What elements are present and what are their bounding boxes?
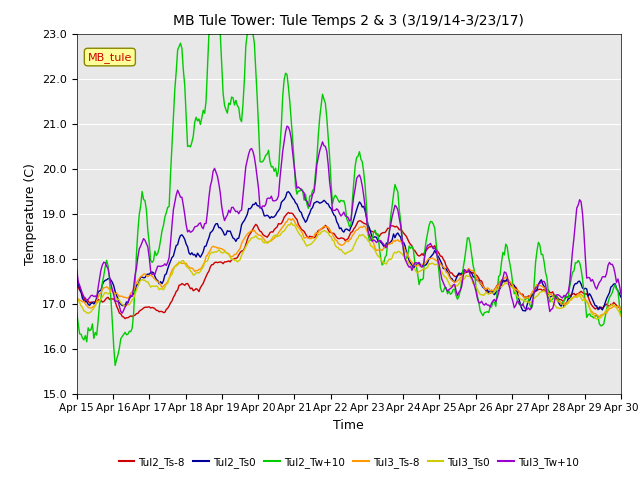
Tul3_Ts0 [73,295,81,300]
Tul2_Ts0 [617,294,625,300]
X-axis label: Time: Time [333,419,364,432]
Tul2_Ts0 [92,300,99,305]
Tul2_Tw+10 [73,310,81,316]
Tul3_Ts-8 [73,296,81,301]
Tul2_Ts-8 [617,306,625,312]
Tul3_Ts-8 [616,304,623,310]
Tul3_Ts-8 [354,227,362,232]
Tul2_Ts0 [285,189,292,194]
Tul3_Ts-8 [92,303,99,309]
Tul2_Tw+10 [108,319,116,324]
Tul3_Ts-8 [289,216,296,221]
Text: MB_tule: MB_tule [88,51,132,62]
Tul3_Tw+10 [108,287,116,293]
Tul2_Tw+10 [111,362,119,368]
Tul2_Tw+10 [617,312,625,318]
Y-axis label: Temperature (C): Temperature (C) [24,163,36,264]
Tul2_Tw+10 [616,302,623,308]
Tul3_Tw+10 [356,172,364,178]
Line: Tul3_Tw+10: Tul3_Tw+10 [77,126,621,313]
Tul2_Ts-8 [121,316,129,322]
Tul2_Tw+10 [92,330,99,336]
Tul3_Ts0 [593,316,600,322]
Tul2_Ts0 [616,290,623,296]
Tul3_Tw+10 [92,293,99,299]
Tul3_Tw+10 [463,269,471,275]
Line: Tul3_Ts0: Tul3_Ts0 [77,223,621,319]
Tul3_Ts-8 [543,288,551,293]
Tul2_Ts-8 [463,269,471,275]
Tul2_Tw+10 [207,31,214,36]
Tul3_Ts0 [108,288,116,294]
Tul3_Ts-8 [617,307,625,313]
Tul2_Tw+10 [463,235,471,241]
Line: Tul2_Ts-8: Tul2_Ts-8 [77,213,621,319]
Line: Tul2_Ts0: Tul2_Ts0 [77,192,621,311]
Tul3_Ts-8 [596,314,604,320]
Tul3_Ts0 [616,309,623,315]
Tul2_Ts0 [462,268,470,274]
Line: Tul2_Tw+10: Tul2_Tw+10 [77,34,621,365]
Tul3_Ts-8 [462,268,470,274]
Tul2_Ts-8 [108,296,116,302]
Tul3_Ts0 [462,273,470,278]
Tul3_Tw+10 [73,267,81,273]
Tul3_Ts0 [92,302,99,308]
Tul2_Ts0 [522,308,529,314]
Tul2_Ts0 [108,279,116,285]
Tul2_Ts0 [354,203,362,208]
Tul3_Ts-8 [108,286,116,292]
Tul3_Ts0 [287,220,295,226]
Tul2_Ts-8 [92,300,99,305]
Tul2_Ts0 [545,295,552,300]
Tul2_Ts-8 [356,218,364,224]
Tul3_Tw+10 [545,299,552,305]
Tul3_Ts0 [617,313,625,319]
Tul2_Ts-8 [73,283,81,288]
Line: Tul3_Ts-8: Tul3_Ts-8 [77,218,621,317]
Tul2_Ts0 [73,275,81,280]
Tul3_Ts0 [354,235,362,241]
Tul3_Tw+10 [283,123,291,129]
Tul3_Tw+10 [617,290,625,296]
Tul2_Ts-8 [285,210,292,216]
Tul3_Tw+10 [616,282,623,288]
Tul2_Ts-8 [616,305,623,311]
Tul2_Tw+10 [545,290,552,296]
Tul2_Tw+10 [356,149,364,155]
Tul3_Tw+10 [118,310,126,316]
Tul3_Ts0 [543,292,551,298]
Title: MB Tule Tower: Tule Temps 2 & 3 (3/19/14-3/23/17): MB Tule Tower: Tule Temps 2 & 3 (3/19/14… [173,14,524,28]
Legend: Tul2_Ts-8, Tul2_Ts0, Tul2_Tw+10, Tul3_Ts-8, Tul3_Ts0, Tul3_Tw+10: Tul2_Ts-8, Tul2_Ts0, Tul2_Tw+10, Tul3_Ts… [115,453,583,472]
Tul2_Ts-8 [545,287,552,293]
